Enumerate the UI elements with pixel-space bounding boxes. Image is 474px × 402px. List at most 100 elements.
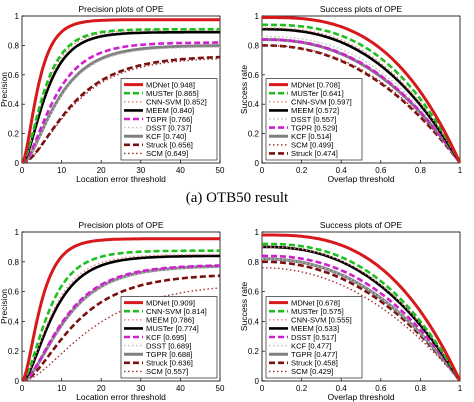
chart-title: Success plots of OPE [320, 4, 403, 14]
legend-label: Struck [0.458] [291, 359, 338, 368]
y-tick-label: 0.2 [8, 347, 20, 356]
legend: MDNet [0.909]CNN-SVM [0.814]MEEM [0.786]… [120, 296, 218, 379]
y-tick-label: 0.6 [248, 288, 260, 297]
x-tick-label: 10 [57, 384, 66, 393]
x-tick-label: 0.2 [296, 166, 308, 175]
legend-label: DSST [0.689] [146, 341, 191, 350]
y-tick-label: 0.4 [248, 317, 260, 326]
legend-label: DSST [0.737] [146, 123, 191, 132]
legend-label: KCF [0.695] [146, 333, 187, 342]
y-tick-label: 0.8 [248, 258, 260, 267]
x-tick-label: 0 [260, 166, 265, 175]
chart-panel-3: Precision plots of OPE 0 10 20 30 40 50 0 0.2 0.4… [0, 220, 225, 402]
y-tick-label: 0.4 [8, 100, 20, 109]
y-tick-label: 0.6 [8, 288, 20, 297]
y-tick-label: 1 [255, 228, 260, 237]
legend-label: CNN-SVM [0.852] [146, 98, 207, 107]
x-tick-label: 30 [136, 384, 145, 393]
legend-label: DSST [0.557] [291, 115, 336, 124]
y-tick-label: 0.2 [8, 130, 20, 139]
y-tick-label: 1 [255, 12, 260, 21]
series-line [262, 35, 460, 163]
y-tick-label: 0.2 [248, 347, 260, 356]
chart-title: Precision plots of OPE [78, 220, 163, 230]
legend-label: MUSTer [0.774] [146, 324, 199, 333]
legend-label: MEEM [0.533] [291, 324, 339, 333]
y-tick-label: 0 [15, 377, 20, 386]
series-line [22, 41, 220, 163]
x-tick-label: 50 [216, 166, 225, 175]
y-tick-label: 0.8 [8, 41, 20, 50]
y-tick-label: 0.4 [8, 317, 20, 326]
x-tick-label: 0 [260, 384, 265, 393]
legend-label: Struck [0.656] [146, 141, 193, 150]
series-line [262, 258, 460, 381]
x-tick-label: 40 [176, 166, 185, 175]
chart-title: Precision plots of OPE [78, 4, 163, 14]
x-tick-label: 0.4 [336, 384, 348, 393]
legend-label: MDNet [0.948] [146, 80, 195, 89]
legend-label: Struck [0.474] [291, 149, 338, 158]
x-tick-label: 0.4 [336, 166, 348, 175]
series-line [22, 30, 220, 163]
series-line [262, 44, 460, 163]
legend-label: CNN-SVM [0.814] [146, 307, 207, 316]
chart-panel-4: Success plots of OPE 0 0.2 0.4 0.6 0.8 1 0 0.2 0.… [239, 220, 463, 402]
series-line [262, 38, 460, 163]
x-tick-label: 20 [97, 166, 106, 175]
legend-label: KCF [0.514] [291, 132, 332, 141]
series-line [262, 246, 460, 381]
legend-label: TGPR [0.529] [291, 123, 337, 132]
series-line [22, 46, 220, 163]
legend-label: TGPR [0.688] [146, 350, 192, 359]
series-line [22, 287, 220, 381]
x-tick-label: 50 [216, 384, 225, 393]
series-line [22, 18, 220, 163]
y-tick-label: 0.6 [8, 71, 20, 80]
legend-label: MUSTer [0.575] [291, 307, 344, 316]
legend-label: MUSTer [0.641] [291, 89, 344, 98]
series-line [22, 55, 220, 163]
series-line [262, 16, 460, 163]
legend-label: MEEM [0.786] [146, 316, 194, 325]
legend-label: TGPR [0.766] [146, 115, 192, 124]
chart-panel-2: Success plots of OPE 0 0.2 0.4 0.6 0.8 1 0 0.2 0.… [239, 4, 463, 184]
x-tick-label: 1 [458, 166, 463, 175]
x-axis-label: Location error threshold [76, 392, 166, 402]
y-axis-label: Success rate [239, 65, 249, 114]
legend: MDNet [0.678]MUSTer [0.575]CNN-SVM [0.55… [265, 296, 363, 379]
legend: MDNet [0.948]MUSTer [0.865]CNN-SVM [0.85… [120, 78, 218, 161]
series-line [262, 233, 460, 381]
series-line [22, 254, 220, 381]
x-axis-label: Overlap threshold [327, 174, 394, 184]
series-line [22, 274, 220, 381]
x-tick-label: 0.6 [375, 384, 387, 393]
legend-label: MDNet [0.909] [146, 298, 195, 307]
series-line [22, 44, 220, 163]
legend-label: TGPR [0.477] [291, 350, 337, 359]
legend-label: MDNet [0.678] [291, 298, 340, 307]
series-line [262, 242, 460, 381]
legend-label: MEEM [0.840] [146, 106, 194, 115]
legend-label: KCF [0.740] [146, 132, 187, 141]
x-tick-label: 0 [20, 166, 25, 175]
series-line [22, 27, 220, 163]
legend-label: SCM [0.649] [146, 149, 188, 158]
x-tick-label: 0 [20, 384, 25, 393]
x-tick-label: 0.6 [375, 166, 387, 175]
chart-title: Success plots of OPE [320, 220, 403, 230]
legend-label: DSST [0.517] [291, 333, 336, 342]
series-line [262, 23, 460, 163]
x-axis-label: Location error threshold [76, 174, 166, 184]
y-tick-label: 0.4 [248, 100, 260, 109]
legend-label: MUSTer [0.865] [146, 89, 199, 98]
series-line [262, 44, 460, 163]
y-tick-label: 0 [255, 377, 260, 386]
series-line [262, 254, 460, 381]
x-tick-label: 1 [458, 384, 463, 393]
legend-label: SCM [0.499] [291, 141, 333, 150]
y-tick-label: 0 [255, 159, 260, 168]
legend-label: KCF [0.477] [291, 341, 332, 350]
series-line [262, 27, 460, 163]
legend-label: MEEM [0.572] [291, 106, 339, 115]
